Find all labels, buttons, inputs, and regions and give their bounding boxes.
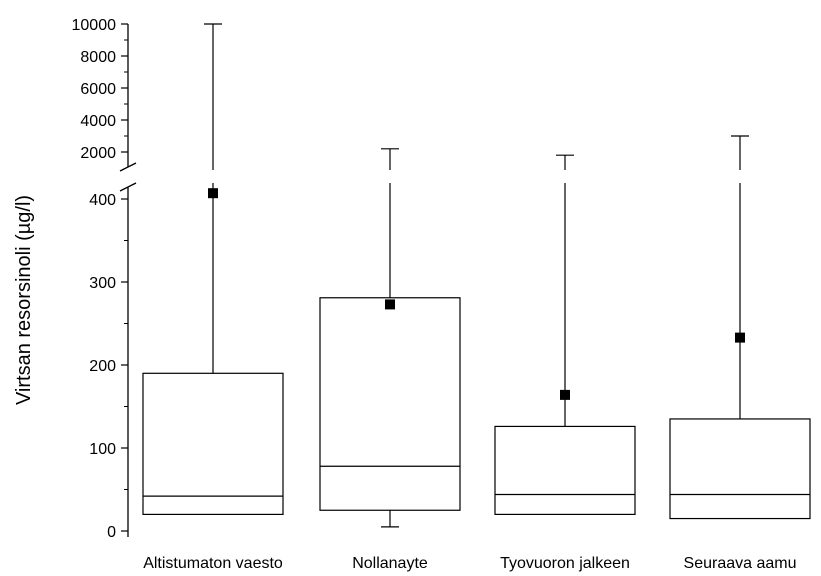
box-iqr — [319, 297, 461, 511]
y-tick-label: 4000 — [80, 113, 116, 130]
y-tick-label: 8000 — [80, 49, 116, 66]
x-category-label: Nollanayte — [352, 555, 428, 572]
y-axis-title: Virtsan resorsinoli (µg/l) — [13, 195, 35, 405]
box-iqr — [669, 418, 811, 520]
box-1 — [142, 23, 284, 515]
box-iqr — [494, 425, 636, 516]
y-tick-label: 2000 — [80, 145, 116, 162]
mean-marker — [735, 332, 745, 343]
mean-marker — [208, 188, 218, 199]
y-axis: 0 100 200 300 400 2000 4000 6000 8000 10000 — [72, 17, 137, 541]
x-category-label: Tyovuoron jalkeen — [500, 555, 630, 572]
box-iqr — [142, 372, 284, 515]
y-tick-label: 10000 — [72, 17, 117, 34]
box-3 — [494, 154, 636, 516]
y-tick-label: 400 — [89, 192, 116, 209]
x-category-label: Seuraava aamu — [684, 555, 797, 572]
x-axis-labels: Altistumaton vaesto Nollanayte Tyovuoron j… — [143, 555, 796, 572]
box-4 — [669, 135, 811, 520]
plot-area — [142, 23, 811, 528]
axis-break-mark — [119, 162, 137, 172]
mean-marker — [385, 299, 395, 310]
y-tick-label: 300 — [89, 275, 116, 292]
x-category-label: Altistumaton vaesto — [143, 555, 283, 572]
y-tick-label: 6000 — [80, 81, 116, 98]
y-tick-label: 100 — [89, 441, 116, 458]
mean-marker — [560, 389, 570, 400]
box-2 — [319, 148, 461, 528]
y-tick-label: 200 — [89, 358, 116, 375]
axis-break-mark — [119, 182, 137, 192]
y-tick-label: 0 — [107, 524, 116, 541]
